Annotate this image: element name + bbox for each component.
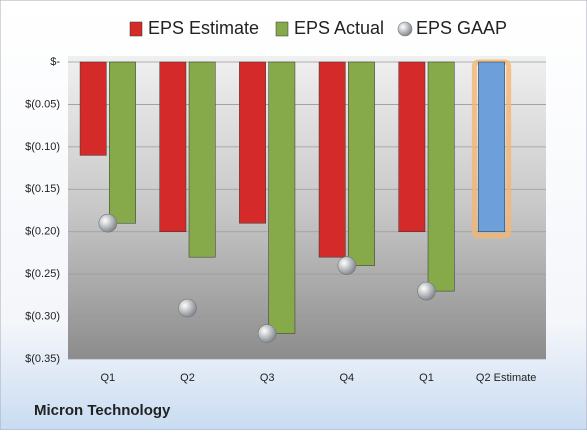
x-tick-label: Q1 xyxy=(419,372,434,384)
bar xyxy=(478,61,505,232)
bar xyxy=(268,61,296,334)
gaap-dot xyxy=(98,213,118,233)
x-tick-label: Q3 xyxy=(260,372,275,384)
legend-marker xyxy=(275,21,289,37)
y-tick-label: $- xyxy=(50,56,60,68)
y-tick-label: $(0.05) xyxy=(25,98,60,110)
x-tick-label: Q1 xyxy=(100,372,115,384)
legend-label: EPS Estimate xyxy=(148,18,259,38)
gaap-dot xyxy=(178,298,197,318)
bar xyxy=(318,61,346,258)
chart-title: Micron Technology xyxy=(34,402,171,419)
bar xyxy=(398,61,426,232)
x-tick-label: Q4 xyxy=(339,372,354,384)
gaap-dot xyxy=(337,256,357,275)
x-tick-label: Q2 Estimate xyxy=(476,372,537,384)
x-tick-label: Q2 xyxy=(180,372,195,384)
y-tick-label: $(0.35) xyxy=(25,353,60,365)
y-tick-label: $(0.25) xyxy=(25,268,60,280)
legend-label: EPS GAAP xyxy=(416,18,507,38)
bar xyxy=(79,61,107,156)
bar xyxy=(427,61,455,292)
bar xyxy=(348,61,375,266)
y-tick-label: $(0.30) xyxy=(25,310,60,322)
gaap-dot xyxy=(417,281,436,301)
bar xyxy=(159,61,187,232)
y-tick-label: $(0.15) xyxy=(25,183,60,195)
legend-label: EPS Actual xyxy=(294,18,384,38)
bar xyxy=(109,61,136,224)
bar xyxy=(239,61,266,224)
plot-area xyxy=(68,56,546,359)
legend-marker xyxy=(129,21,143,37)
gaap-dot xyxy=(257,324,277,343)
y-tick-label: $(0.20) xyxy=(25,226,60,238)
legend-marker xyxy=(397,21,413,37)
bar xyxy=(188,61,216,258)
y-tick-label: $(0.10) xyxy=(25,141,60,153)
